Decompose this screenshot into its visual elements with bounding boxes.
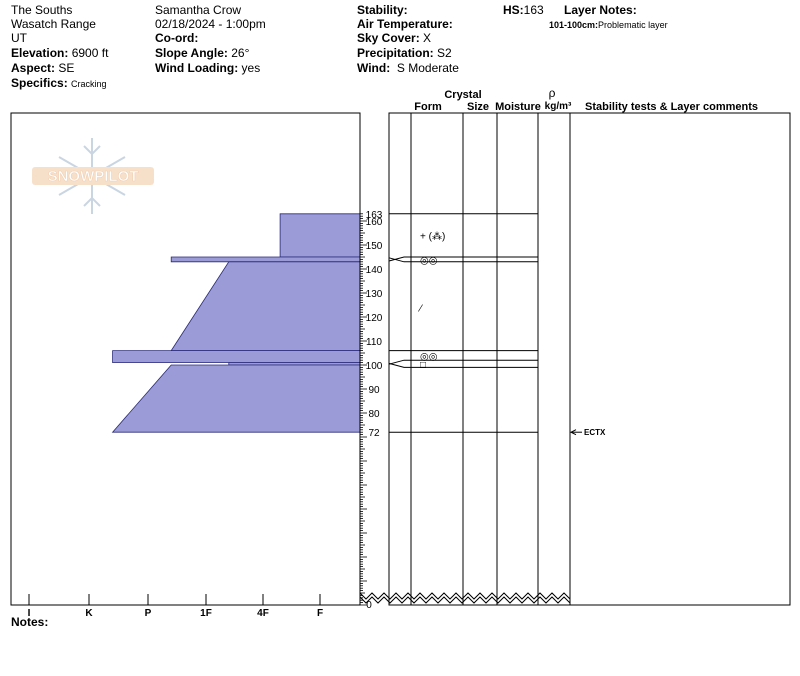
layer-note-text: Problematic layer [598,20,668,30]
grain-form-symbol: ◎◎ [420,351,438,362]
grain-form-symbol: + (⁂) [420,231,445,242]
hardness-tick-label: 1F [200,608,212,619]
depth-extra-label: 72 [368,428,380,439]
aspect-label: Aspect: [11,61,56,75]
datetime: 02/18/2024 - 1:00pm [155,17,266,31]
grain-form-symbol: ◎◎ [420,255,438,266]
depth-extra-label: 0 [366,600,372,611]
hardness-layer [111,364,361,433]
aspect: Aspect: SE [11,61,74,75]
sky-value: X [423,31,432,45]
specifics-value: Cracking [71,79,107,89]
density-unit-header: kg/m³ [545,101,572,112]
hardness-tick-label: F [317,608,323,619]
layer-boundaries [359,213,571,604]
logo-band [32,167,154,185]
size-header: Size [467,101,489,113]
wind-label: Wind: [357,61,391,75]
rho-header: ρ [549,86,556,100]
stability-test-markers: ECTX [569,428,606,437]
sky-label: Sky Cover: [357,31,420,45]
stability-test-arrowhead [569,429,577,436]
logo-text: SNOWPILOT [48,168,139,185]
grain-form-symbol: □ [420,360,426,371]
depth-tick-label: 120 [366,313,383,324]
depth-tick-label: 90 [368,385,380,396]
depth-tick-label: 160 [366,217,383,228]
layer-connector [388,359,411,365]
grain-form-symbol: ⁄ [417,303,423,314]
hs-value: 163 [523,3,544,17]
aspect-value: SE [58,61,75,75]
coord-label: Co-ord: [155,31,199,45]
elevation-label: Elevation: [11,46,69,60]
wind-value: S Moderate [396,61,459,75]
wind-loading-value: yes [241,61,261,75]
specifics-label: Specifics: [11,76,68,90]
stability-test-label: ECTX [584,428,606,437]
wind-loading-label: Wind Loading: [155,61,239,75]
profile-break-line [359,592,571,600]
specifics: Specifics: Cracking [11,76,107,91]
depth-tick-label: 140 [366,265,383,276]
snow-height: HS:163 [503,3,544,17]
hardness-layer [279,213,361,258]
crystal-header: Crystal [444,89,481,101]
hardness-tick-label: P [145,608,152,619]
wind-loading: Wind Loading: yes [155,61,260,75]
precip-value: S2 [437,46,452,60]
layer-note-range: 101-100cm: [549,20,599,30]
depth-tick-label: 110 [366,337,382,348]
depth-tick-label: 130 [366,289,383,300]
layer-notes-label: Layer Notes: [564,3,637,17]
grain-form-symbols: + (⁂)◎◎⁄◎◎□ [417,231,445,370]
layer-connector [388,256,411,262]
layer-table-frame [388,112,791,606]
hardness-layer [170,256,361,263]
precipitation: Precipitation: S2 [357,46,452,60]
elevation-value: 6900 ft [71,46,109,60]
slope-angle: Slope Angle: 26° [155,46,249,60]
moisture-header: Moisture [495,101,541,113]
depth-axis: 160 150 140 130 120 110 100 90 80 163 72 0 [359,113,383,611]
depth-tick-label: 100 [366,361,383,372]
location-line-2: Wasatch Range [11,17,96,31]
comments-header: Stability tests & Layer comments [585,101,758,113]
layer-connector [388,362,411,368]
depth-extra-label: 163 [366,210,383,221]
elevation: Elevation: 6900 ft [11,46,108,60]
location-line-3: UT [11,31,27,45]
observer: Samantha Crow [155,3,242,17]
notes-label: Notes: [11,615,49,629]
hardness-axis: I K P 1F 4F F [28,594,323,619]
sky-cover: Sky Cover: X [357,31,431,45]
form-header: Form [414,101,442,113]
hardness-tick-label: K [85,608,93,619]
location-line-1: The Souths [11,3,73,17]
slope-value: 26° [231,46,250,60]
layer-note: 101-100cm:Problematic layer [549,18,668,32]
stability-label: Stability: [357,3,408,17]
precip-label: Precipitation: [357,46,434,60]
hardness-tick-label: I [28,608,31,619]
air-temp-label: Air Temperature: [357,17,453,31]
depth-tick-label: 80 [368,409,380,420]
hardness-layer [170,261,361,352]
slope-label: Slope Angle: [155,46,228,60]
hardness-profile [111,213,361,433]
hardness-layer [112,350,361,364]
snowpilot-logo: SNOWPILOT [32,138,154,214]
profile-break-line [359,596,571,604]
hardness-tick-label: 4F [257,608,269,619]
layer-connector [388,257,411,263]
depth-tick-label: 150 [366,241,383,252]
hs-label: HS: [503,3,524,17]
wind: Wind: S Moderate [357,61,459,75]
